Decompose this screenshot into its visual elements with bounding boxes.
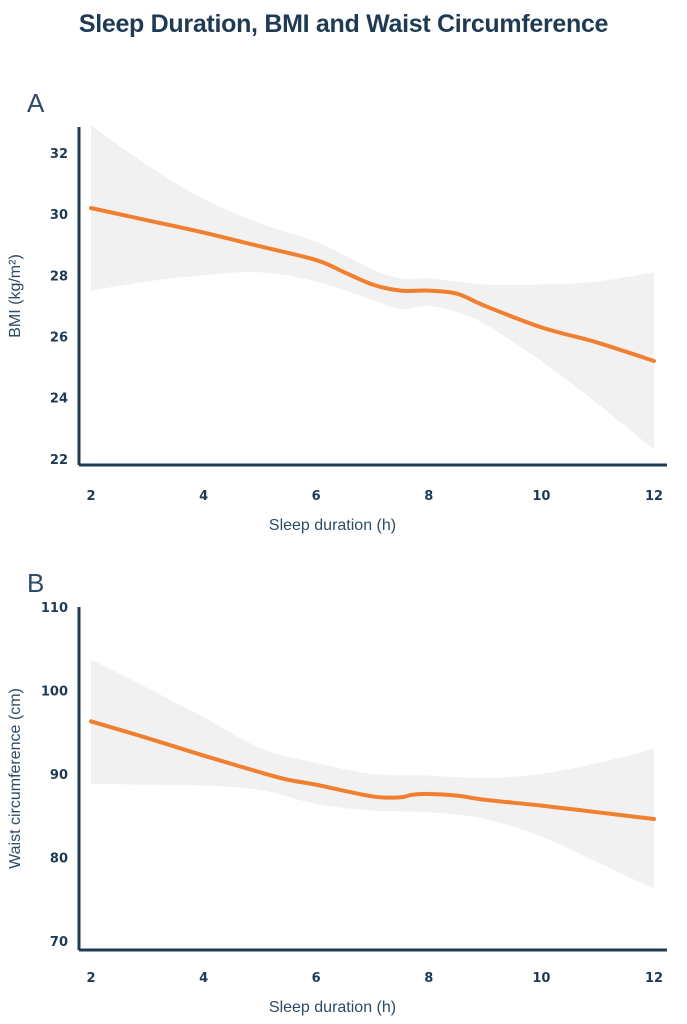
y-tick-label: 26 [50,331,68,346]
panel-letter: A [27,88,45,118]
panel-letter: B [27,568,44,598]
confidence-band [91,659,654,890]
y-axis-label: Waist circumference (cm) [7,688,24,869]
x-tick-label: 10 [532,971,550,986]
x-tick-label: 12 [645,971,663,986]
x-tick-label: 2 [86,971,95,986]
trend-line [89,719,656,821]
x-tick-label: 6 [312,489,321,504]
y-tick-label: 32 [50,147,68,162]
x-tick-label: 12 [645,489,663,504]
y-tick-label: 22 [50,453,68,468]
y-tick-label: 28 [50,269,68,284]
x-axis-label: Sleep duration (h) [269,517,396,534]
y-tick-label: 90 [50,768,68,783]
y-tick-label: 100 [41,684,68,699]
confidence-band [91,125,654,450]
x-tick-label: 8 [424,971,433,986]
y-axis-label: BMI (kg/m²) [7,254,24,338]
x-tick-label: 4 [199,489,208,504]
x-tick-label: 4 [199,971,208,986]
x-tick-label: 8 [424,489,433,504]
y-tick-label: 70 [50,935,68,950]
x-axis-label: Sleep duration (h) [269,999,396,1016]
x-tick-label: 6 [312,971,321,986]
y-tick-label: 110 [41,601,68,616]
x-tick-label: 2 [86,489,95,504]
trend-line [89,206,656,363]
y-tick-label: 30 [50,208,68,223]
y-tick-label: 24 [50,392,68,407]
panel-b: 2 4 6 8 10 12 70 80 90 100 110 Sleep duration (h) Wa… [7,568,667,1016]
y-tick-label: 80 [50,851,68,866]
x-tick-label: 10 [532,489,550,504]
chart-title: Sleep Duration, BMI and Waist Circumfere… [78,10,609,38]
